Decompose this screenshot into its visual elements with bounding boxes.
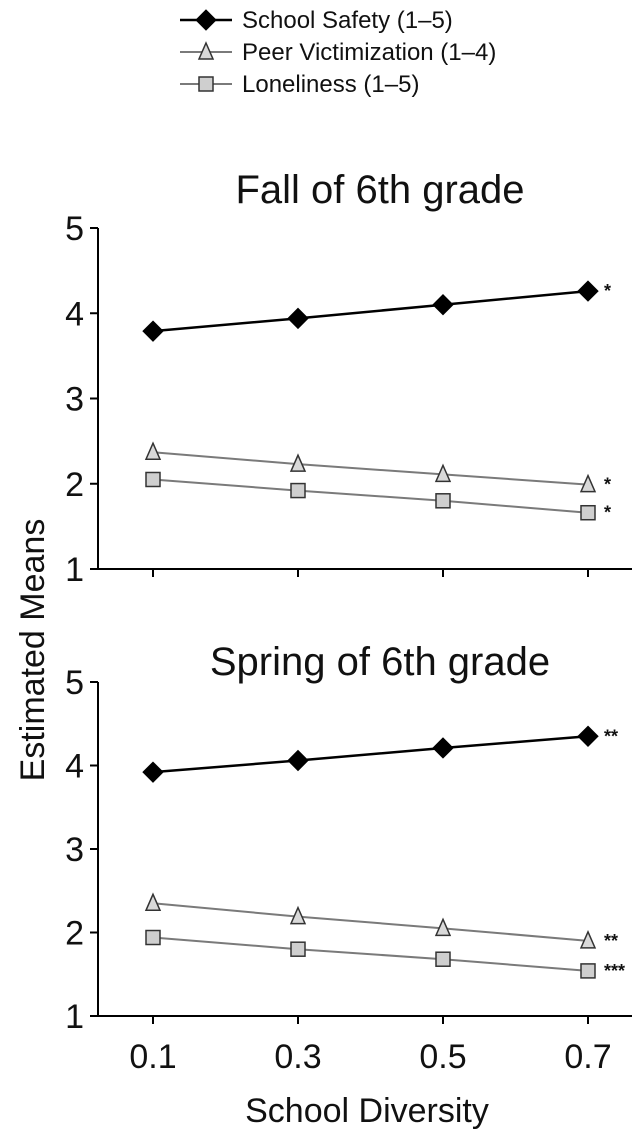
legend-label: School Safety (1–5) <box>242 7 453 34</box>
y-tick-label: 4 <box>65 295 84 333</box>
series-line-triangle <box>152 451 589 486</box>
significance-marker: * <box>604 475 611 495</box>
legend-label: Loneliness (1–5) <box>242 71 419 98</box>
panel-title: Fall of 6th grade <box>235 168 524 212</box>
data-point-square <box>145 929 161 946</box>
panel-title: Spring of 6th grade <box>210 640 550 684</box>
data-point-square <box>580 963 596 979</box>
data-point-diamond <box>142 320 164 342</box>
series-line-diamond <box>152 289 589 333</box>
data-point-diamond <box>432 294 454 316</box>
data-point-triangle <box>144 892 162 912</box>
x-tick-label: 0.3 <box>274 1038 321 1076</box>
series-line-diamond <box>152 735 589 774</box>
data-point-triangle <box>579 473 597 493</box>
x-tick-label: 0.5 <box>419 1038 466 1076</box>
data-point-diamond <box>287 749 309 772</box>
data-point-square <box>435 951 451 967</box>
series-line-triangle <box>152 902 589 942</box>
y-axis-label: Estimated Means <box>14 519 52 782</box>
y-tick-label: 2 <box>65 915 84 953</box>
y-tick-label: 3 <box>65 381 84 419</box>
data-point-triangle <box>434 917 452 937</box>
panel-fall: Fall of 6th grade 1 2 3 4 5 * * * <box>65 168 632 589</box>
significance-marker: * <box>604 281 611 301</box>
significance-marker: ** <box>604 726 618 746</box>
y-tick-label: 5 <box>65 664 84 702</box>
x-tick-label: 0.7 <box>564 1038 611 1076</box>
legend-square-marker <box>198 76 214 92</box>
y-tick-label: 5 <box>65 210 84 248</box>
legend-diamond-marker <box>195 9 217 31</box>
data-point-triangle <box>434 463 452 483</box>
data-point-diamond <box>287 307 309 330</box>
data-point-diamond <box>142 761 164 783</box>
data-point-square <box>580 504 596 521</box>
data-point-square <box>435 493 451 509</box>
significance-marker: ** <box>604 931 618 951</box>
data-point-triangle <box>289 453 307 472</box>
legend-triangle-marker <box>197 41 215 60</box>
data-point-triangle <box>579 929 597 949</box>
data-point-square <box>290 941 306 957</box>
data-point-square <box>145 471 161 488</box>
significance-marker: * <box>604 503 611 523</box>
series-line-square <box>152 478 589 514</box>
y-tick-label: 1 <box>65 551 84 589</box>
legend: School Safety (1–5) Peer Victimization (1… <box>180 7 496 98</box>
data-point-triangle <box>144 441 162 460</box>
y-tick-label: 1 <box>65 998 84 1036</box>
y-tick-label: 2 <box>65 466 84 504</box>
y-tick-label: 3 <box>65 831 84 869</box>
x-tick-label: 0.1 <box>129 1038 176 1076</box>
data-point-diamond <box>577 280 599 302</box>
significance-marker: *** <box>604 961 625 981</box>
x-axis-label: School Diversity <box>245 1092 489 1130</box>
data-point-diamond <box>432 737 454 759</box>
y-tick-label: 4 <box>65 748 84 786</box>
legend-label: Peer Victimization (1–4) <box>242 39 496 66</box>
data-point-diamond <box>577 725 599 747</box>
data-point-triangle <box>289 905 307 925</box>
data-point-square <box>290 482 306 499</box>
series-line-square <box>152 936 589 972</box>
